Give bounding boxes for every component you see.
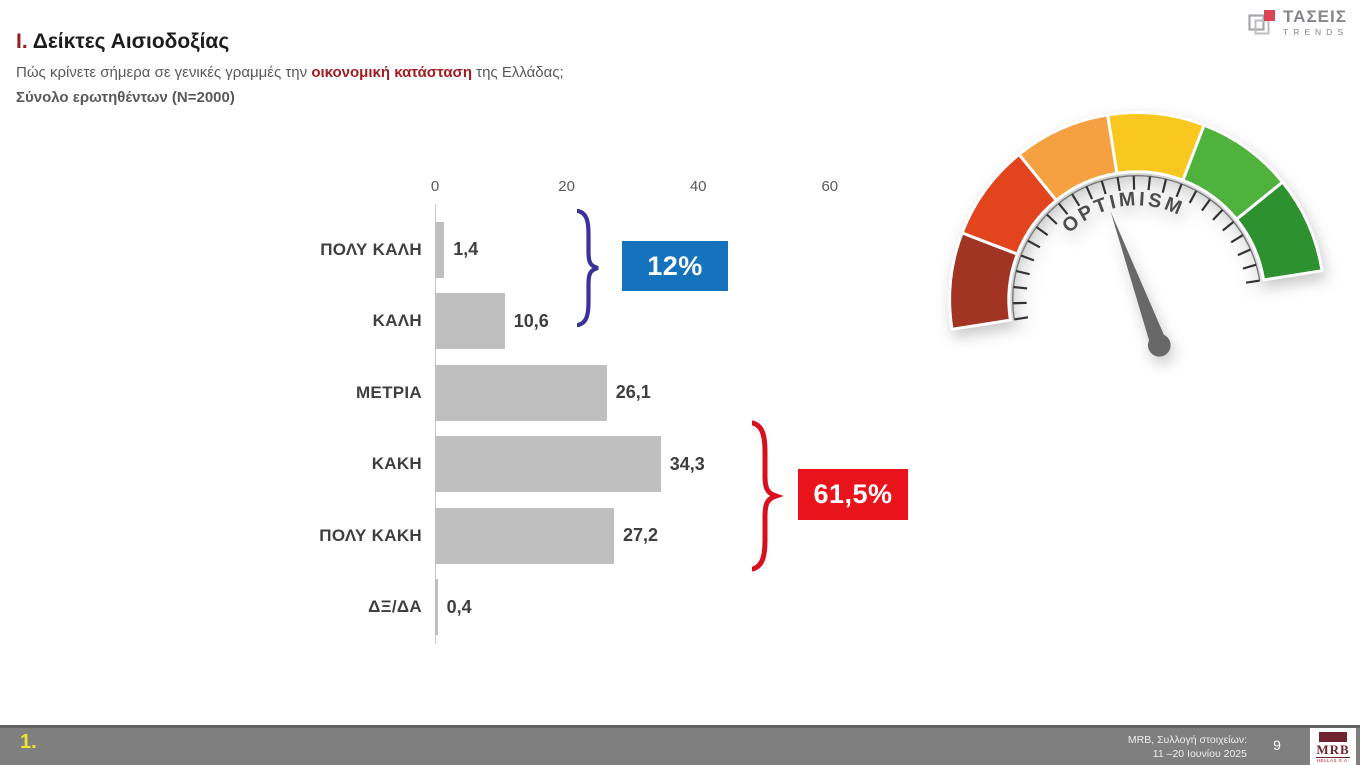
bar-value-label: 0,4 <box>446 596 472 617</box>
gauge-segments <box>948 111 1324 331</box>
footer-source-line2: 11 –20 Ιουνίου 2025 <box>1152 748 1247 761</box>
trends-logo: ΤΑΣΕΙΣ TRENDS <box>1247 7 1348 37</box>
bar <box>435 364 607 421</box>
chart-row: ΠΟΛΥ ΚΑΛΗ 1,4 <box>0 214 820 286</box>
trends-logo-sub: TRENDS <box>1283 26 1348 37</box>
footer-section-number: 1. <box>20 731 37 753</box>
bar-category-label: ΔΞ/ΔΑ <box>368 597 422 617</box>
bar-value-label: 26,1 <box>615 382 651 403</box>
x-axis-tick: 0 <box>430 178 440 195</box>
positive-group-brace <box>577 208 599 328</box>
footer-source: MRB, Συλλογή στοιχείων: 11 –20 Ιουνίου 2… <box>1128 733 1247 761</box>
sample-size-label: Σύνολο ερωτηθέντων (N=2000) <box>16 89 235 106</box>
question-post: της Ελλάδας; <box>471 64 564 81</box>
positive-total-badge: 12% <box>622 241 728 291</box>
negative-total-badge: 61,5% <box>798 469 908 520</box>
bar <box>435 221 445 278</box>
bar-category-label: ΠΟΛΥ ΚΑΛΗ <box>320 239 422 259</box>
mrb-logo-sub: HELLAS S.A. <box>1316 758 1350 764</box>
question-text: Πώς κρίνετε σήμερα σε γενικές γραμμές τη… <box>16 64 564 81</box>
bar <box>435 436 661 493</box>
title-prefix: Ι. <box>16 30 28 53</box>
chart-row: ΜΕΤΡΙΑ 26,1 <box>0 357 820 429</box>
bar-category-label: ΚΑΛΗ <box>372 311 422 331</box>
x-axis-tick: 60 <box>821 178 839 195</box>
title-text: Δείκτες Αισιοδοξίας <box>32 30 230 53</box>
bar-value-label: 10,6 <box>513 310 549 331</box>
question-highlight: οικονομική κατάσταση <box>311 64 472 81</box>
footer-bar: 1. MRB, Συλλογή στοιχείων: 11 –20 Ιουνίο… <box>0 725 1360 765</box>
question-pre: Πώς κρίνετε σήμερα σε γενικές γραμμές τη… <box>16 64 312 81</box>
chart-row: ΠΟΛΥ ΚΑΚΗ 27,2 <box>0 500 820 572</box>
trends-logo-icon <box>1248 10 1276 35</box>
bar-category-label: ΠΟΛΥ ΚΑΚΗ <box>319 525 422 545</box>
optimism-gauge: OPTIMISM <box>948 111 1324 357</box>
chart-row: ΚΑΚΗ 34,3 <box>0 429 820 501</box>
bar-value-label: 34,3 <box>669 453 705 474</box>
chart-row: ΔΞ/ΔΑ 0,4 <box>0 572 820 644</box>
gauge-ticks <box>1012 175 1260 321</box>
bar <box>435 293 505 350</box>
negative-total-value: 61,5% <box>813 479 893 509</box>
trends-logo-name: ΤΑΣΕΙΣ <box>1283 6 1347 26</box>
bar-value-label: 27,2 <box>622 525 659 546</box>
mrb-logo-name: MRB <box>1316 742 1350 759</box>
page-number: 9 <box>1273 737 1281 753</box>
positive-total-value: 12% <box>647 250 703 281</box>
bar-value-label: 1,4 <box>453 239 479 260</box>
y-axis-line <box>435 204 436 644</box>
page-title: Ι. Δείκτες Αισιοδοξίας <box>16 30 229 54</box>
footer-source-line1: MRB, Συλλογή στοιχείων: <box>1127 734 1247 746</box>
bar-category-label: ΜΕΤΡΙΑ <box>355 382 422 402</box>
bar-chart: ΠΟΛΥ ΚΑΛΗ 1,4 ΚΑΛΗ 10,6 ΜΕΤΡΙΑ 26,1 ΚΑΚΗ 34,3 ΠΟ… <box>0 214 820 643</box>
bar <box>435 507 614 564</box>
gauge-needle <box>1110 211 1171 357</box>
chart-row: ΚΑΛΗ 10,6 <box>0 286 820 358</box>
mrb-logo-mark <box>1319 732 1347 743</box>
bar <box>435 579 438 636</box>
negative-group-brace <box>752 420 784 572</box>
x-axis-tick: 40 <box>689 178 707 195</box>
x-axis-tick: 20 <box>558 178 575 195</box>
bar-category-label: ΚΑΚΗ <box>371 454 422 474</box>
mrb-logo: MRB HELLAS S.A. <box>1310 728 1356 765</box>
